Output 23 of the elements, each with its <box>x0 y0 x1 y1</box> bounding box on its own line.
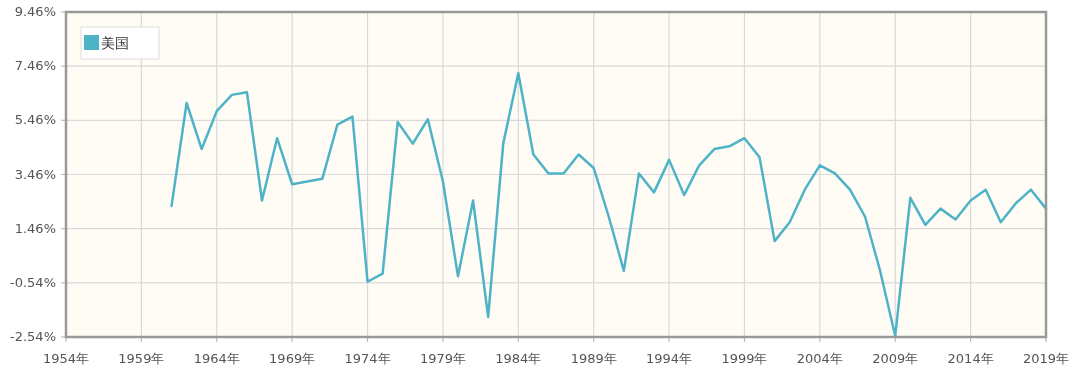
x-tick-label: 1974年 <box>344 351 391 366</box>
x-tick-label: 2014年 <box>947 351 994 366</box>
x-tick-label: 1964年 <box>193 351 240 366</box>
y-tick-label: 7.46% <box>14 58 56 74</box>
x-tick-label: 1984年 <box>495 351 542 366</box>
legend-label: 美国 <box>101 35 129 51</box>
x-tick-label: 1959年 <box>118 351 165 366</box>
x-tick-label: 1954年 <box>42 351 90 366</box>
x-tick-label: 1994年 <box>646 351 693 366</box>
x-tick-label: 1999年 <box>721 351 768 366</box>
y-tick-label: -0.54% <box>10 274 56 290</box>
x-tick-label: 1989年 <box>570 351 617 366</box>
x-tick-label: 2004年 <box>796 351 843 366</box>
x-tick-label: 2009年 <box>872 351 919 366</box>
y-tick-label: 9.46% <box>14 4 56 19</box>
x-tick-label: 1979年 <box>419 351 466 366</box>
y-tick-label: 3.46% <box>14 166 56 182</box>
y-tick-label: 5.46% <box>14 112 56 128</box>
y-tick-label: -2.54% <box>10 329 56 344</box>
x-tick-label: 1969年 <box>269 351 316 366</box>
line-series <box>170 71 1048 338</box>
x-tick-label: 2019年 <box>1022 351 1070 366</box>
y-tick-label: 1.46% <box>14 220 56 236</box>
